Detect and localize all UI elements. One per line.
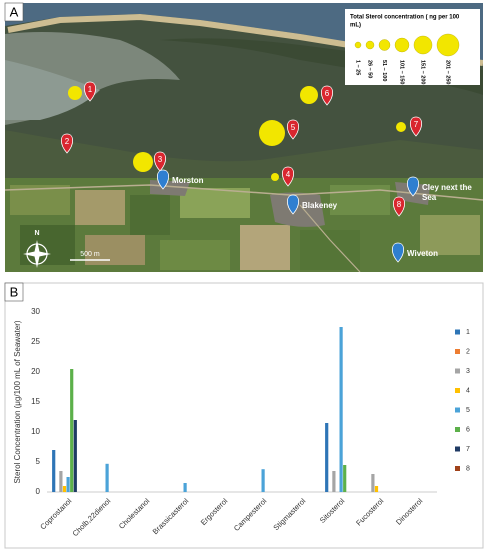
map-legend-title: mL) bbox=[350, 23, 361, 29]
map-pin bbox=[286, 119, 300, 140]
site-label: 4 bbox=[286, 170, 291, 179]
y-tick-label: 10 bbox=[31, 427, 40, 436]
bar bbox=[261, 469, 265, 492]
map-legend-label: 151 – 200 bbox=[420, 60, 426, 84]
legend-label: 5 bbox=[466, 407, 470, 414]
legend-label: 2 bbox=[466, 348, 470, 355]
site-label: 2 bbox=[65, 137, 70, 146]
site-label: 6 bbox=[325, 89, 330, 98]
y-axis-title: Sterol Concentration (μg/100 mL of Seawa… bbox=[13, 320, 22, 483]
map-legend-circle bbox=[413, 35, 433, 55]
legend-label: 8 bbox=[466, 465, 470, 472]
bar bbox=[343, 465, 347, 492]
y-tick-label: 30 bbox=[31, 307, 40, 316]
y-tick-label: 0 bbox=[36, 487, 41, 496]
bar bbox=[325, 423, 329, 492]
legend-swatch bbox=[455, 427, 460, 432]
town-label: Sea bbox=[422, 193, 437, 202]
map-legend-label: 26 – 50 bbox=[367, 60, 373, 78]
map-legend-label: 201 – 250 bbox=[445, 60, 451, 84]
scale-label: 500 m bbox=[80, 251, 100, 258]
bar bbox=[371, 474, 375, 492]
site-label: 5 bbox=[291, 123, 296, 132]
panel-label: A bbox=[10, 4, 19, 19]
site-label: 7 bbox=[414, 120, 419, 129]
town-label: Wiveton bbox=[407, 249, 438, 258]
panel-label: B bbox=[10, 284, 19, 299]
panel-label-box bbox=[4, 282, 24, 302]
chart-frame bbox=[4, 282, 484, 549]
panel-label-box bbox=[4, 2, 24, 22]
bar bbox=[105, 463, 109, 492]
north-label: N bbox=[34, 230, 39, 237]
north-arrow: N bbox=[23, 230, 51, 268]
legend-swatch bbox=[455, 349, 460, 354]
map-pin bbox=[156, 169, 170, 190]
map-pin bbox=[60, 133, 74, 154]
map-pin bbox=[406, 176, 420, 197]
legend-label: 3 bbox=[466, 368, 470, 375]
map-pin bbox=[409, 116, 423, 137]
site-label: 1 bbox=[88, 85, 93, 94]
bar bbox=[73, 420, 77, 492]
map-legend-circle bbox=[354, 41, 362, 49]
legend-swatch bbox=[455, 446, 460, 452]
map-legend-label: 101 – 150 bbox=[399, 60, 405, 84]
bar bbox=[62, 486, 67, 492]
map-legend-circle bbox=[365, 40, 375, 50]
y-tick-label: 20 bbox=[31, 367, 40, 376]
bar bbox=[183, 483, 187, 492]
town-label: Morston bbox=[172, 176, 204, 185]
legend-swatch bbox=[455, 407, 460, 413]
bar bbox=[70, 369, 74, 492]
bar bbox=[52, 450, 56, 492]
bar bbox=[374, 486, 379, 492]
legend-label: 4 bbox=[466, 387, 470, 394]
map-legend-circle bbox=[378, 39, 391, 51]
town-label: Cley next the bbox=[422, 183, 472, 192]
map-pin bbox=[83, 81, 97, 102]
map-pin bbox=[392, 196, 406, 217]
map-pin bbox=[281, 166, 295, 187]
legend-label: 6 bbox=[466, 426, 470, 433]
map-legend-circle bbox=[394, 37, 410, 53]
town-label: Blakeney bbox=[302, 201, 338, 210]
legend-label: 7 bbox=[466, 446, 470, 453]
map-legend-label: 51 – 100 bbox=[381, 60, 387, 81]
map-pin bbox=[153, 151, 167, 172]
y-tick-label: 5 bbox=[36, 457, 41, 466]
bar bbox=[66, 477, 70, 492]
site-label: 8 bbox=[397, 200, 402, 209]
map-pin bbox=[391, 242, 405, 263]
legend-swatch bbox=[455, 329, 460, 335]
map-legend-title: Total Sterol concentration ( ng per 100 bbox=[350, 15, 460, 21]
legend-swatch bbox=[455, 388, 460, 393]
map-pin bbox=[286, 194, 300, 215]
bar bbox=[59, 471, 63, 492]
map-pin bbox=[320, 85, 334, 106]
legend-swatch bbox=[455, 368, 460, 374]
y-tick-label: 15 bbox=[31, 397, 40, 406]
legend-label: 1 bbox=[466, 329, 470, 336]
bar bbox=[339, 327, 343, 492]
site-label: 3 bbox=[158, 155, 163, 164]
map-legend-label: 1 – 25 bbox=[355, 60, 361, 75]
bar bbox=[332, 471, 336, 492]
legend-swatch bbox=[455, 466, 460, 471]
map-legend-circle bbox=[436, 33, 460, 57]
y-tick-label: 25 bbox=[31, 337, 40, 346]
